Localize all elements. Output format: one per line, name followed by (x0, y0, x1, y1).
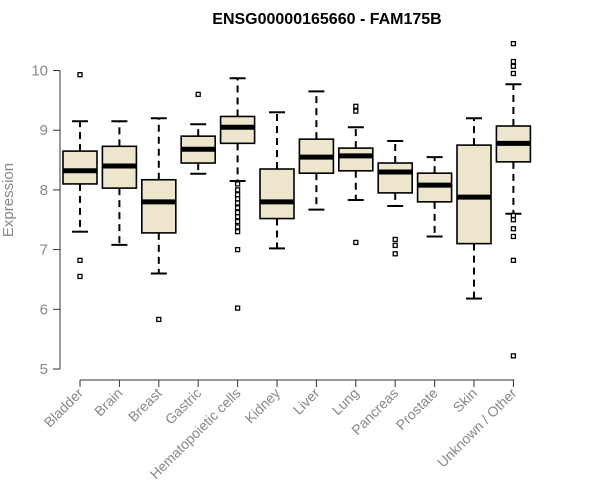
x-tick-label: Kidney (242, 385, 284, 427)
box-rect (219, 115, 256, 145)
chart-title: ENSG00000165660 - FAM175B (212, 11, 441, 28)
outlier-point (234, 187, 241, 193)
y-tick-label: 5 (40, 361, 48, 378)
box-4 (180, 91, 216, 175)
outlier-point (510, 226, 517, 232)
outlier-point (353, 239, 359, 246)
outlier-point (353, 108, 359, 114)
box-7 (298, 90, 335, 211)
y-axis: 5 6 7 8 9 10 (31, 63, 61, 378)
outlier-point (234, 200, 241, 206)
box-rect (456, 144, 492, 245)
outlier-point (392, 251, 398, 257)
x-tick-label: Liver (290, 385, 323, 418)
outlier-point (77, 72, 83, 78)
x-tick-label: Skin (450, 385, 481, 416)
x-tick-label: Breast (125, 385, 165, 425)
box-5 (219, 77, 256, 311)
box-rect (259, 168, 295, 220)
box-series (62, 40, 532, 359)
outlier-point (510, 70, 517, 77)
outlier-point (234, 209, 241, 216)
box-9 (377, 139, 414, 257)
box-11 (456, 117, 492, 300)
outlier-point (510, 212, 517, 219)
box-rect (337, 147, 374, 172)
outlier-point (77, 273, 83, 280)
outlier-point (234, 224, 241, 230)
outlier-point (234, 305, 241, 311)
box-3 (141, 117, 177, 323)
outlier-point (77, 257, 83, 263)
outlier-point (234, 205, 241, 211)
box-rect (62, 150, 98, 185)
outlier-point (234, 214, 241, 220)
y-tick-label: 9 (40, 122, 48, 139)
outlier-point (234, 229, 241, 235)
outlier-point (156, 316, 162, 323)
box-rect (141, 178, 177, 234)
outlier-point (510, 58, 517, 65)
outlier-point (510, 233, 517, 240)
outlier-point (392, 236, 398, 243)
box-6 (259, 111, 295, 250)
outlier-point (234, 192, 241, 198)
outlier-point (510, 40, 517, 47)
outlier-point (510, 217, 517, 223)
outlier-point (234, 246, 241, 253)
x-tick-label: Bladder (41, 385, 87, 431)
outlier-point (392, 242, 398, 249)
box-2 (101, 120, 138, 246)
outlier-point (510, 353, 517, 359)
y-axis-label: Expression (0, 163, 17, 237)
box-10 (416, 156, 453, 238)
box-12 (495, 40, 532, 359)
outlier-point (510, 63, 517, 69)
outlier-point (195, 91, 201, 98)
outlier-point (234, 196, 241, 202)
outlier-point (234, 218, 241, 225)
box-8 (337, 103, 374, 246)
y-tick-label: 10 (31, 63, 48, 80)
y-tick-label: 8 (40, 182, 48, 199)
x-tick-label: Brain (91, 385, 125, 419)
outlier-point (510, 257, 517, 263)
x-tick-label: Lung (329, 385, 362, 418)
box-rect (377, 162, 414, 194)
outlier-point (353, 103, 359, 109)
y-tick-label: 6 (40, 301, 48, 318)
y-tick-label: 7 (40, 242, 48, 259)
x-tick-label: Prostate (393, 385, 441, 433)
box-1 (62, 72, 98, 280)
outlier-point (234, 181, 241, 187)
